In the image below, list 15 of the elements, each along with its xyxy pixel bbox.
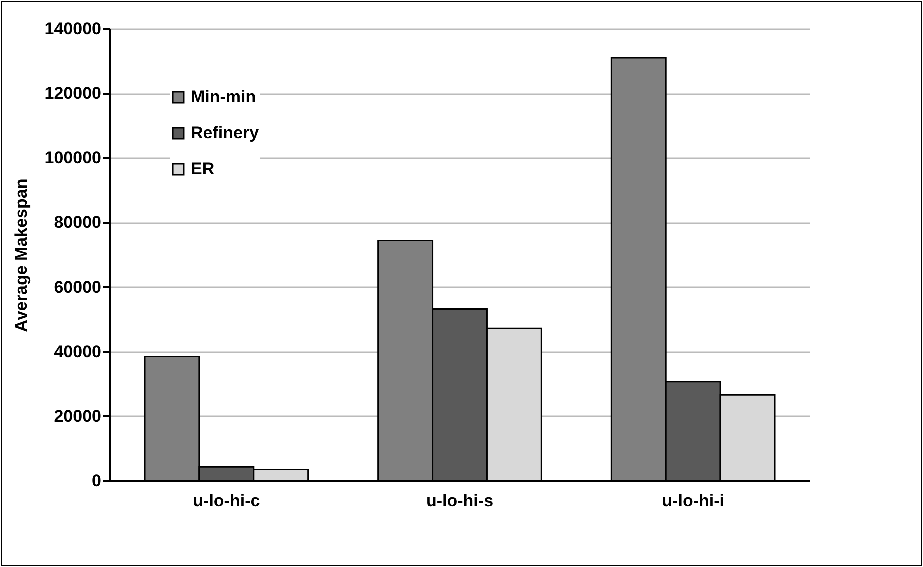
y-tick-label: 80000 [54,213,102,232]
x-tick-label: u-lo-hi-i [662,492,724,510]
x-tick-label: u-lo-hi-c [193,492,260,510]
y-tick-label: 20000 [54,406,102,426]
y-tick-label: 100000 [44,148,102,168]
y-tick-label: 40000 [54,342,102,362]
y-tick-label: 140000 [44,20,102,38]
y-axis-title: Average Makespan [12,178,31,332]
y-tick-label: 60000 [54,278,102,297]
legend-label: ER [191,160,215,178]
legend-label: Refinery [191,124,260,142]
x-tick-label: u-lo-hi-s [426,492,494,510]
y-tick-label: 120000 [44,84,102,104]
y-tick-label: 0 [92,472,102,490]
legend-label: Min-min [191,88,256,106]
